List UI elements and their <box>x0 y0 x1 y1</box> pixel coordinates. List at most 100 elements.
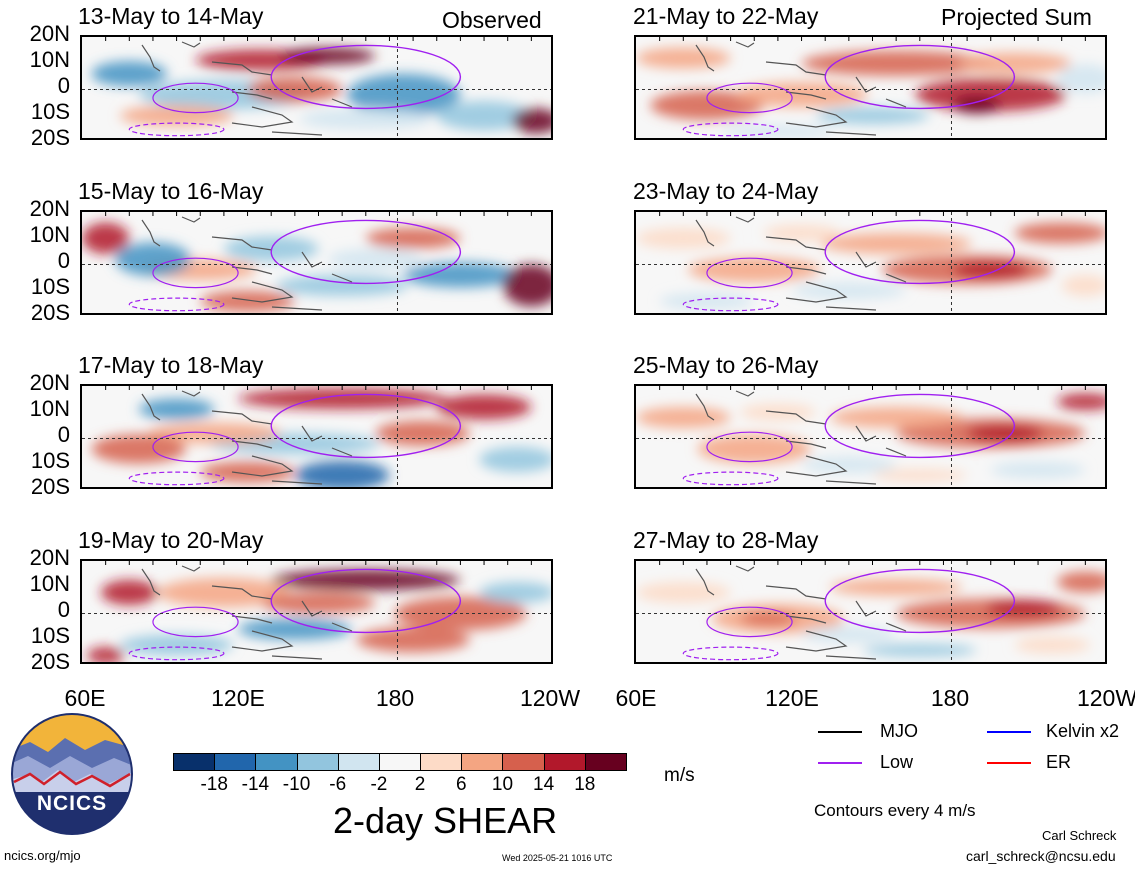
low-contour <box>152 257 239 289</box>
legend-low-line <box>818 762 862 764</box>
low-contour-dashed <box>128 297 225 312</box>
legend-er-line <box>987 762 1031 764</box>
colorbar-cell <box>378 753 422 771</box>
shear-map <box>636 386 1105 487</box>
low-contour <box>152 82 239 114</box>
lon-label-left-3: 120W <box>519 685 581 711</box>
lat-label-row0-0: 20N <box>29 21 70 46</box>
shear-field-blob <box>801 50 991 76</box>
shear-field-blob <box>952 261 1029 279</box>
shear-field-blob <box>100 579 158 606</box>
colorbar-tick-label: -18 <box>200 774 228 795</box>
contour-note: Contours every 4 m/s <box>814 801 976 820</box>
panel-title-right-1: 23-May to 24-May <box>633 178 819 204</box>
shear-map <box>82 37 551 138</box>
coastline <box>695 390 907 485</box>
shear-field-blob <box>403 262 518 288</box>
colorbar-cell <box>420 753 463 771</box>
shear-field-blob <box>957 52 1072 74</box>
panel-title-left-1: 15-May to 16-May <box>78 178 264 204</box>
panel-title-right-0: 21-May to 22-May <box>633 3 819 29</box>
colorbar-tick-label: -6 <box>329 774 347 795</box>
low-contour-dashed <box>128 471 225 486</box>
shear-field-blob <box>967 424 1043 442</box>
coastline <box>695 216 907 311</box>
map-panel-right-2 <box>634 384 1107 489</box>
map-panel-right-0 <box>634 35 1107 140</box>
coastline <box>141 565 353 660</box>
lat-label-row1-0: 20N <box>29 196 70 221</box>
map-panel-left-1 <box>80 210 553 315</box>
lon-label-left-1: 120E <box>211 685 265 711</box>
lat-label-row0-4: 20S <box>30 125 70 150</box>
map-panel-right-3 <box>634 559 1107 664</box>
footer-email[interactable]: carl_schreck@ncsu.edu <box>966 848 1116 864</box>
colorbar-tick-label: 18 <box>574 774 596 795</box>
shear-field-blob <box>294 460 390 487</box>
shear-map <box>82 561 551 662</box>
shear-map <box>636 37 1105 138</box>
shear-field-blob <box>299 108 433 130</box>
shear-field-blob <box>479 446 551 473</box>
colorbar-tick-label: -2 <box>370 774 388 795</box>
lat-label-row1-3: 10S <box>30 274 70 299</box>
low-contour-dashed <box>682 122 779 137</box>
shear-field-blob <box>280 47 376 65</box>
shear-field-blob <box>356 627 470 653</box>
footer-timestamp: Wed 2025-05-21 1016 UTC <box>502 853 613 863</box>
shear-map <box>636 561 1105 662</box>
lat-label-row1-2: 0 <box>57 248 70 273</box>
legend-kelvin-line <box>987 731 1031 733</box>
shear-field-blob <box>792 282 906 300</box>
colorbar-title: 2-day SHEAR <box>333 800 558 841</box>
lat-label-row2-1: 10N <box>29 396 70 421</box>
footer-author: Carl Schreck <box>1042 828 1117 843</box>
shear-field-blob <box>659 292 755 310</box>
low-contour <box>270 219 462 285</box>
shear-field-blob <box>915 77 1067 112</box>
low-contour <box>824 44 1016 110</box>
shear-field-blob <box>636 47 731 69</box>
lat-label-row0-1: 10N <box>29 47 70 72</box>
low-contour-dashed <box>682 297 779 312</box>
shear-field-blob <box>275 275 409 296</box>
lon-label-right-0: 60E <box>615 685 657 711</box>
shear-field-blob <box>1056 571 1105 593</box>
coastline <box>695 565 907 660</box>
shear-field-blob <box>763 224 840 242</box>
shear-field-blob <box>820 233 972 254</box>
coastline <box>141 390 353 485</box>
colorbar-cell <box>255 753 298 771</box>
lat-label-row3-1: 10N <box>29 571 70 596</box>
low-contour <box>706 257 793 289</box>
shear-map <box>636 212 1105 313</box>
low-contour-dashed <box>128 122 225 137</box>
low-contour <box>706 431 793 463</box>
lon-label-left-2: 180 <box>375 685 415 711</box>
shear-field-blob <box>735 82 868 108</box>
shear-field-blob <box>815 107 930 125</box>
logo-text: NCICS <box>36 792 108 815</box>
shear-field-blob <box>829 407 963 428</box>
shear-field-blob <box>986 599 1062 617</box>
coastline <box>695 41 907 136</box>
legend-low-label: Low <box>880 752 914 772</box>
footer-url[interactable]: ncics.org/mjo <box>4 848 81 863</box>
shear-field-blob <box>436 101 532 131</box>
colorbar-tick-label: -10 <box>282 774 311 795</box>
shear-field-blob <box>91 61 168 87</box>
shear-field-blob <box>200 461 295 483</box>
shear-field-blob <box>740 612 797 626</box>
panel-title-left-3: 19-May to 20-May <box>78 527 264 553</box>
lon-label-right-2: 180 <box>930 685 970 711</box>
legend-er-label: ER <box>1046 752 1072 772</box>
shear-field-blob <box>650 90 764 120</box>
colorbar-tick-label: 14 <box>533 774 555 795</box>
colorbar-tick-label: -14 <box>241 774 270 795</box>
shear-field-blob <box>119 105 234 127</box>
low-contour <box>824 219 1016 285</box>
panel-title-right-2: 25-May to 26-May <box>633 352 819 378</box>
shear-field-blob <box>636 582 731 603</box>
ncics-logo[interactable]: NCICS <box>10 712 134 836</box>
map-panel-left-3 <box>80 559 553 664</box>
